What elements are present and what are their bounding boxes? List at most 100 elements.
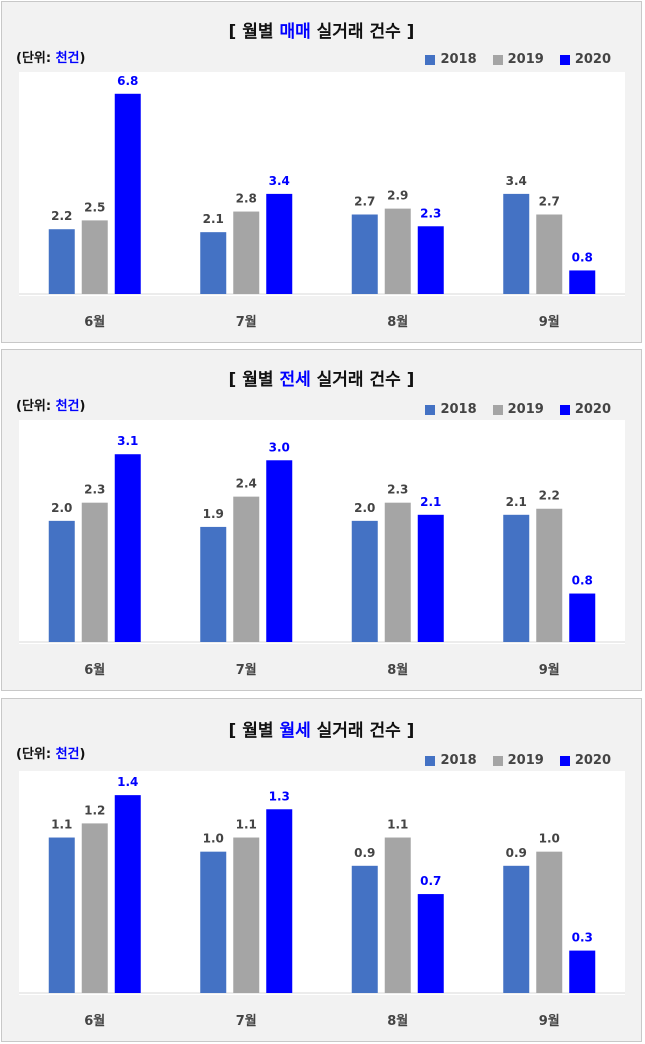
- bar-2020-2: [266, 460, 293, 642]
- legend-item-2019: 2019: [492, 402, 544, 417]
- data-label: 3.4: [269, 174, 290, 188]
- legend-item-2019: 2019: [492, 52, 544, 67]
- x-tick-label: 6월: [84, 662, 105, 678]
- plot-background: [19, 420, 625, 644]
- bar-2020-3: [417, 894, 444, 993]
- legend-item-2020: 2020: [559, 753, 611, 768]
- unit-label: (단위: 천건): [16, 747, 86, 762]
- data-label: 2.2: [51, 209, 72, 223]
- plot-area: 1.1 1.2 1.4 6월 1.0 1.1 1.3 7월 0.9 1.1 0.7 8월 0.9 1.0 0…: [19, 771, 625, 1029]
- x-tick-label: 7월: [236, 662, 257, 678]
- x-tick-label: 7월: [236, 1013, 257, 1029]
- bar-2018-1: [48, 520, 75, 642]
- x-tick-label: 7월: [236, 314, 257, 330]
- bar-2018-4: [503, 193, 530, 294]
- bar-2019-3: [384, 208, 411, 294]
- legend-item-2018: 2018: [425, 52, 477, 67]
- bar-2019-3: [384, 502, 411, 642]
- data-label: 1.9: [203, 507, 224, 521]
- legend-item-2020: 2020: [559, 402, 611, 417]
- plot-background: [19, 72, 625, 296]
- data-label: 2.7: [539, 195, 560, 209]
- data-label: 2.1: [506, 495, 527, 509]
- data-label: 1.4: [117, 775, 138, 789]
- bar-2018-1: [48, 837, 75, 993]
- x-tick-label: 6월: [84, 1013, 105, 1029]
- data-label: 0.8: [572, 574, 593, 588]
- plot-area: 2.0 2.3 3.1 6월 1.9 2.4 3.0 7월 2.0 2.3 2.1 8월 2.1 2.2 0…: [19, 420, 625, 678]
- data-label: 2.0: [51, 501, 72, 515]
- data-label: 1.1: [51, 818, 72, 832]
- chart-panel-sale: [ 월별 매매 실거래 건수 ] (단위: 천건) 2018 2019 2020…: [1, 1, 642, 343]
- bar-2019-4: [536, 214, 563, 294]
- data-label: 0.8: [572, 250, 593, 264]
- data-label: 1.3: [269, 789, 290, 803]
- data-label: 3.0: [269, 440, 290, 454]
- data-label: 0.7: [420, 874, 441, 888]
- bar-2019-2: [233, 496, 260, 642]
- bar-2018-2: [200, 526, 227, 642]
- data-label: 0.3: [572, 931, 593, 945]
- legend: 2018 2019 2020: [425, 52, 611, 67]
- data-label: 2.9: [387, 189, 408, 203]
- bar-2018-1: [48, 229, 75, 294]
- bar-2020-4: [569, 270, 596, 294]
- legend-item-2018: 2018: [425, 753, 477, 768]
- bar-2020-3: [417, 226, 444, 294]
- data-label: 2.8: [236, 192, 257, 206]
- data-label: 6.8: [117, 74, 138, 88]
- legend-item-2020: 2020: [559, 52, 611, 67]
- plot-area: 2.2 2.5 6.8 6월 2.1 2.8 3.4 7월 2.7 2.9 2.3 8월 3.4 2.7 0…: [19, 72, 625, 330]
- unit-label: (단위: 천건): [16, 399, 86, 414]
- bar-2020-2: [266, 193, 293, 294]
- data-label: 3.4: [506, 174, 527, 188]
- x-tick-label: 9월: [539, 662, 560, 678]
- bar-2018-2: [200, 851, 227, 993]
- bar-2019-2: [233, 211, 260, 294]
- bar-2020-1: [114, 93, 141, 295]
- bar-2020-1: [114, 795, 141, 993]
- x-tick-label: 9월: [539, 1013, 560, 1029]
- bar-2019-3: [384, 837, 411, 993]
- data-label: 2.7: [354, 195, 375, 209]
- data-label: 1.0: [539, 832, 560, 846]
- legend-item-2018: 2018: [425, 402, 477, 417]
- bar-2019-4: [536, 851, 563, 993]
- data-label: 2.3: [420, 206, 441, 220]
- chart-panel-jeonse: [ 월별 전세 실거래 건수 ] (단위: 천건) 2018 2019 2020…: [1, 349, 642, 691]
- bar-2018-4: [503, 865, 530, 993]
- bar-2018-2: [200, 232, 227, 294]
- data-label: 2.0: [354, 501, 375, 515]
- plot-background: [19, 771, 625, 995]
- bar-2018-4: [503, 514, 530, 642]
- bar-2020-2: [266, 809, 293, 993]
- data-label: 1.0: [203, 832, 224, 846]
- unit-label: (단위: 천건): [16, 51, 86, 66]
- data-label: 2.1: [420, 495, 441, 509]
- x-tick-label: 8월: [387, 1013, 408, 1029]
- bar-2019-1: [81, 823, 108, 993]
- data-label: 0.9: [506, 846, 527, 860]
- data-label: 1.2: [84, 803, 105, 817]
- data-label: 2.3: [387, 483, 408, 497]
- x-tick-label: 8월: [387, 662, 408, 678]
- data-label: 0.9: [354, 846, 375, 860]
- bar-2018-3: [351, 520, 378, 642]
- data-label: 3.1: [117, 434, 138, 448]
- data-label: 2.1: [203, 212, 224, 226]
- bar-2018-3: [351, 865, 378, 993]
- data-label: 2.2: [539, 489, 560, 503]
- data-label: 1.1: [387, 818, 408, 832]
- data-label: 1.1: [236, 818, 257, 832]
- legend: 2018 2019 2020: [425, 753, 611, 768]
- bar-2020-4: [569, 950, 596, 993]
- legend-item-2019: 2019: [492, 753, 544, 768]
- bar-2020-4: [569, 593, 596, 642]
- x-tick-label: 6월: [84, 314, 105, 330]
- chart-title: [ 월별 매매 실거래 건수 ]: [228, 22, 415, 42]
- bar-2020-3: [417, 514, 444, 642]
- data-label: 2.5: [84, 200, 105, 214]
- x-tick-label: 9월: [539, 314, 560, 330]
- x-tick-label: 8월: [387, 314, 408, 330]
- chart-title: [ 월별 전세 실거래 건수 ]: [228, 370, 415, 390]
